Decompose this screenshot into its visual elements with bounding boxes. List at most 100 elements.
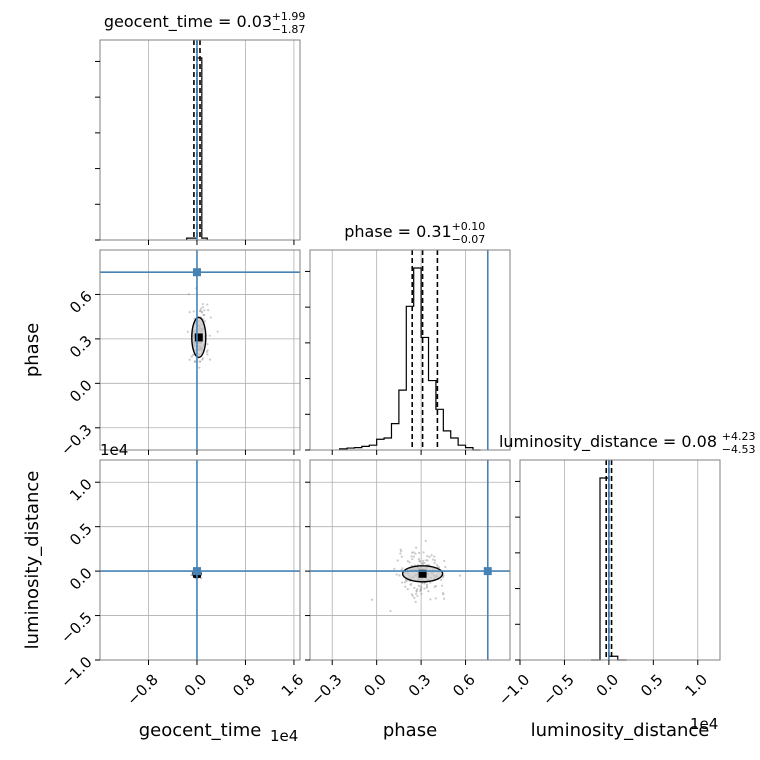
sample-point (435, 563, 439, 567)
sample-point (413, 586, 416, 590)
x-tick-label: −0.5 (539, 671, 577, 709)
title-phase: phase = 0.31 (344, 222, 451, 241)
sample-point (406, 560, 409, 563)
title-minus-err: −4.53 (722, 443, 756, 456)
sample-point (437, 566, 441, 569)
title-plus-err: +0.10 (452, 220, 486, 233)
sample-point (205, 350, 208, 353)
scatter-panel-geocent_time-phase (95, 249, 301, 455)
sample-point (370, 598, 374, 601)
x-tick-label: −1.0 (495, 671, 533, 709)
sample-point (414, 592, 418, 595)
sample-point (188, 358, 191, 361)
x-tick-label: 0.5 (637, 671, 667, 701)
sample-point (203, 309, 206, 312)
truth-marker (483, 567, 492, 576)
sample-point (414, 600, 417, 603)
sample-point (192, 310, 195, 313)
sample-point (201, 302, 204, 306)
sample-point (187, 293, 190, 296)
sample-point (403, 581, 407, 584)
sample-point (396, 559, 399, 562)
x-tick-label: 0.3 (405, 671, 435, 701)
sample-point (199, 307, 203, 310)
sample-point (208, 334, 211, 337)
sample-point (428, 555, 431, 559)
sample-point (417, 557, 420, 561)
sample-point (404, 585, 407, 588)
x-axis-label: geocent_time (139, 720, 262, 741)
sample-point (198, 360, 201, 363)
sample-point (433, 561, 436, 565)
y-axis-label: phase (22, 323, 43, 377)
sample-point (422, 551, 425, 554)
sample-point (393, 567, 396, 571)
scatter-panel-phase-luminosity_distance (305, 459, 511, 665)
sample-point (429, 581, 432, 584)
sample-point (201, 357, 204, 360)
sample-point (416, 594, 419, 598)
sample-point (408, 561, 411, 564)
sample-point (201, 305, 205, 309)
panel-frame (519, 459, 721, 661)
y-tick-label: −0.5 (57, 608, 95, 646)
tick-labels: −0.8 0.0 0.8 1.6 −0.3 0.0 0.3 0.6 −1.0 −0.5 0.0 0.5… (22, 287, 718, 745)
sample-point (441, 592, 445, 595)
sample-point (410, 551, 414, 554)
sample-point (412, 551, 415, 554)
title-minus-err: −0.07 (452, 233, 486, 246)
x-tick-label: 0.0 (593, 671, 623, 701)
sample-point (419, 587, 422, 590)
sample-point (203, 320, 206, 323)
hist-panel-phase: phase = 0.31 +0.10−0.07 (305, 220, 511, 451)
sample-point (193, 360, 197, 363)
density-peak (418, 569, 427, 578)
sample-point (411, 557, 414, 561)
density-peak (194, 333, 203, 342)
sample-point (425, 586, 429, 589)
sample-point (426, 555, 429, 558)
sample-point (216, 330, 219, 333)
x-tick-label: 0.0 (360, 671, 390, 701)
sample-point (423, 587, 426, 590)
sample-point (206, 349, 209, 352)
sample-point (419, 560, 422, 563)
y-tick-label: 0.0 (66, 564, 96, 594)
sample-point (404, 578, 407, 582)
sample-point (415, 546, 418, 549)
sample-point (198, 366, 201, 369)
sample-point (433, 585, 436, 588)
sample-point (190, 355, 193, 358)
sample-point (399, 552, 402, 555)
x-tick-label: 0.8 (229, 671, 259, 701)
truth-marker (192, 268, 201, 277)
sample-point (417, 584, 421, 587)
sample-point (412, 555, 415, 558)
title-minus-err: −1.87 (272, 23, 306, 36)
sample-point (399, 548, 402, 551)
sample-point (422, 559, 425, 562)
title-plus-err: +4.23 (722, 430, 756, 443)
sample-point (441, 576, 445, 579)
sample-point (429, 598, 432, 601)
panel-frame (99, 39, 301, 241)
sample-point (206, 353, 209, 356)
sample-point (409, 583, 412, 587)
histogram-phase (339, 267, 481, 451)
sample-point (200, 310, 204, 313)
y-tick-label: 0.5 (66, 520, 96, 550)
y-tick-label: 0.0 (66, 376, 96, 406)
sample-point (430, 554, 433, 557)
sample-point (207, 309, 210, 312)
sample-point (427, 589, 430, 593)
y-tick-label: −1.0 (57, 653, 95, 691)
sample-point (424, 539, 427, 543)
sample-point (443, 559, 446, 563)
sample-point (389, 609, 392, 613)
title-luminosity_distance: luminosity_distance = 0.08 (499, 432, 717, 452)
panel-frame (309, 459, 511, 661)
sample-point (420, 592, 423, 596)
hist-panel-luminosity_distance: luminosity_distance = 0.08 +4.23−4.53 (499, 430, 756, 661)
hist-panel-geocent_time: geocent_time = 0.03 +1.99−1.87 (95, 10, 306, 241)
